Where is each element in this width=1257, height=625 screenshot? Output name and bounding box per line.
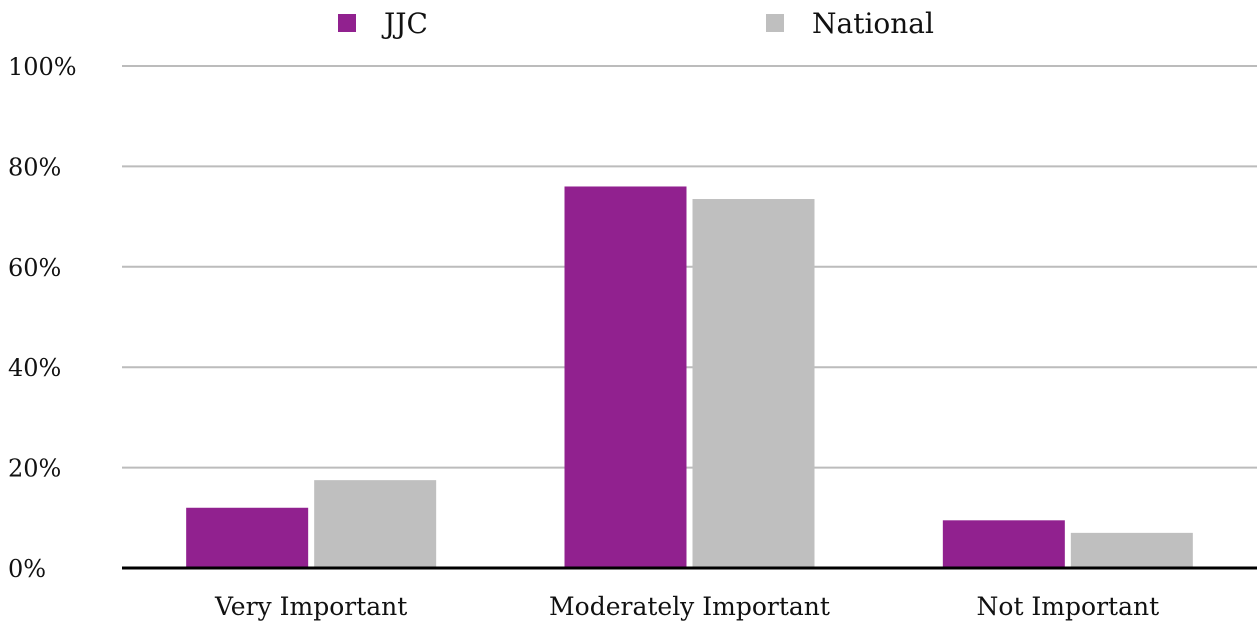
bar-national-moderately-important: [692, 199, 815, 568]
y-tick-label: 0%: [8, 555, 46, 583]
y-tick-label: 20%: [8, 455, 61, 483]
y-tick-label: 80%: [8, 153, 61, 181]
legend-swatch-national: [766, 14, 784, 32]
bar-jjc-moderately-important: [564, 186, 687, 569]
y-tick-label: 60%: [8, 254, 61, 282]
y-tick-label: 100%: [8, 53, 77, 81]
x-category-label: Not Important: [977, 592, 1160, 621]
x-category-label: Very Important: [214, 592, 407, 621]
legend-swatch-jjc: [338, 14, 356, 32]
legend: JJC National: [338, 7, 934, 40]
legend-label-jjc: JJC: [381, 7, 428, 40]
bar-jjc-very-important: [186, 507, 309, 568]
bar-national-not-important: [1070, 532, 1193, 568]
bar-national-very-important: [314, 480, 437, 568]
x-axis-category-labels: Very Important Moderately Important Not Im…: [214, 592, 1159, 621]
bars: [186, 186, 1193, 569]
legend-label-national: National: [812, 7, 934, 40]
bar-jjc-not-important: [942, 520, 1065, 568]
y-axis-tick-labels: 0% 20% 40% 60% 80% 100%: [8, 53, 77, 583]
gridlines: [122, 65, 1257, 469]
x-category-label: Moderately Important: [549, 592, 830, 621]
y-tick-label: 40%: [8, 354, 61, 382]
